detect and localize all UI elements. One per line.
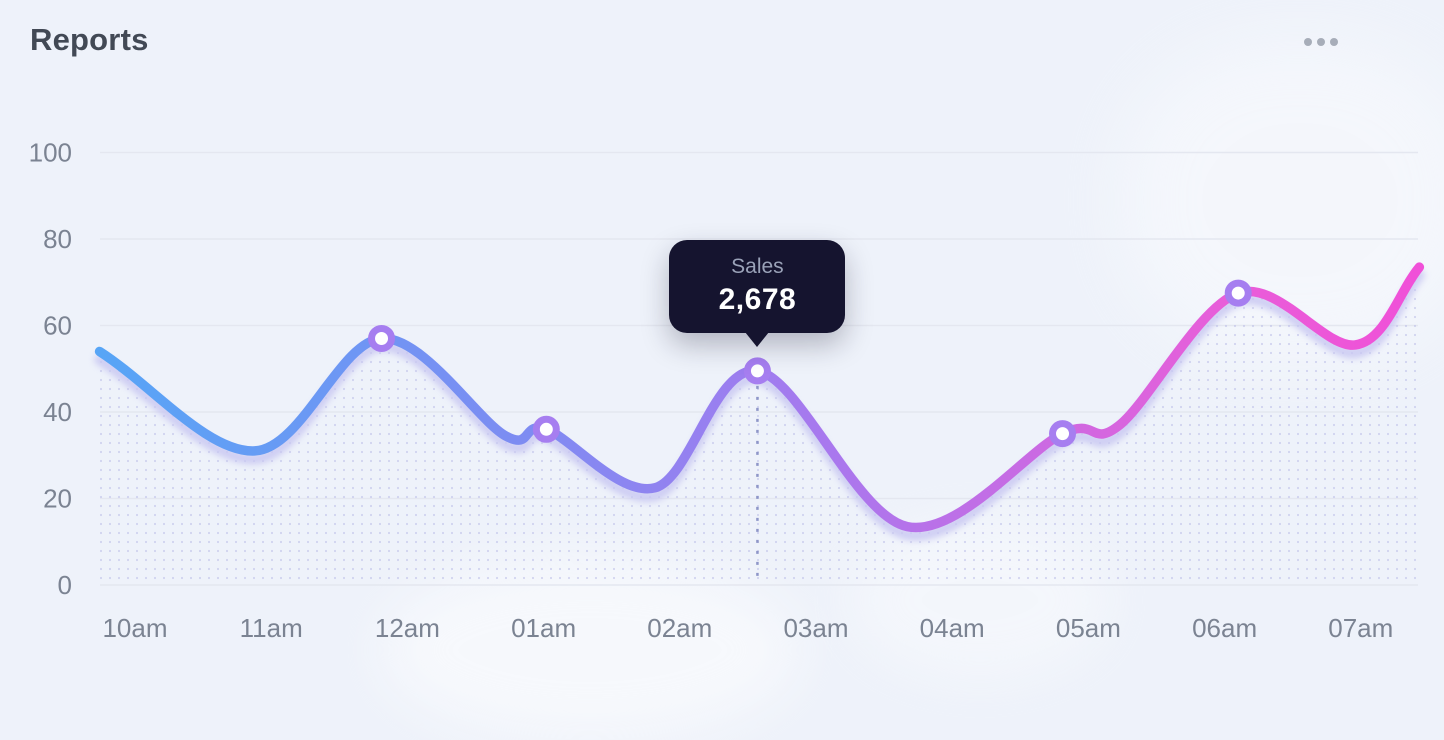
- sales-area-fill: [99, 267, 1420, 585]
- x-tick-label: 06am: [1192, 613, 1257, 643]
- x-tick-label: 03am: [783, 613, 848, 643]
- x-tick-label: 07am: [1328, 613, 1393, 643]
- menu-dot: [1317, 38, 1325, 46]
- x-tick-label: 02am: [647, 613, 712, 643]
- data-point-marker[interactable]: [532, 415, 560, 443]
- data-point-marker[interactable]: [1049, 420, 1077, 448]
- y-tick-label: 40: [43, 397, 72, 427]
- menu-dot: [1304, 38, 1312, 46]
- tooltip-value: 2,678: [718, 282, 797, 316]
- x-tick-label: 01am: [511, 613, 576, 643]
- ellipsis-menu-icon[interactable]: [1296, 30, 1346, 54]
- y-tick-label: 20: [43, 484, 72, 514]
- x-tick-label: 10am: [102, 613, 167, 643]
- x-tick-label: 04am: [920, 613, 985, 643]
- x-tick-label: 11am: [240, 613, 303, 643]
- y-tick-label: 0: [58, 570, 72, 600]
- sales-line-chart[interactable]: 100 80 60 40 20 0 10am 11am 12am 01am 02am 03am 04am…: [0, 0, 1444, 666]
- x-tick-label: 12am: [375, 613, 440, 643]
- y-tick-label: 100: [29, 138, 72, 168]
- x-tick-label: 05am: [1056, 613, 1121, 643]
- y-tick-label: 80: [43, 224, 72, 254]
- data-point-marker[interactable]: [1224, 279, 1252, 307]
- y-tick-label: 60: [43, 311, 72, 341]
- data-point-marker[interactable]: [368, 324, 396, 352]
- page-title: Reports: [30, 22, 149, 57]
- tooltip-series-label: Sales: [731, 254, 784, 278]
- chart-tooltip: Sales 2,678: [669, 239, 846, 333]
- menu-dot: [1330, 38, 1338, 46]
- data-point-marker[interactable]: [743, 357, 771, 385]
